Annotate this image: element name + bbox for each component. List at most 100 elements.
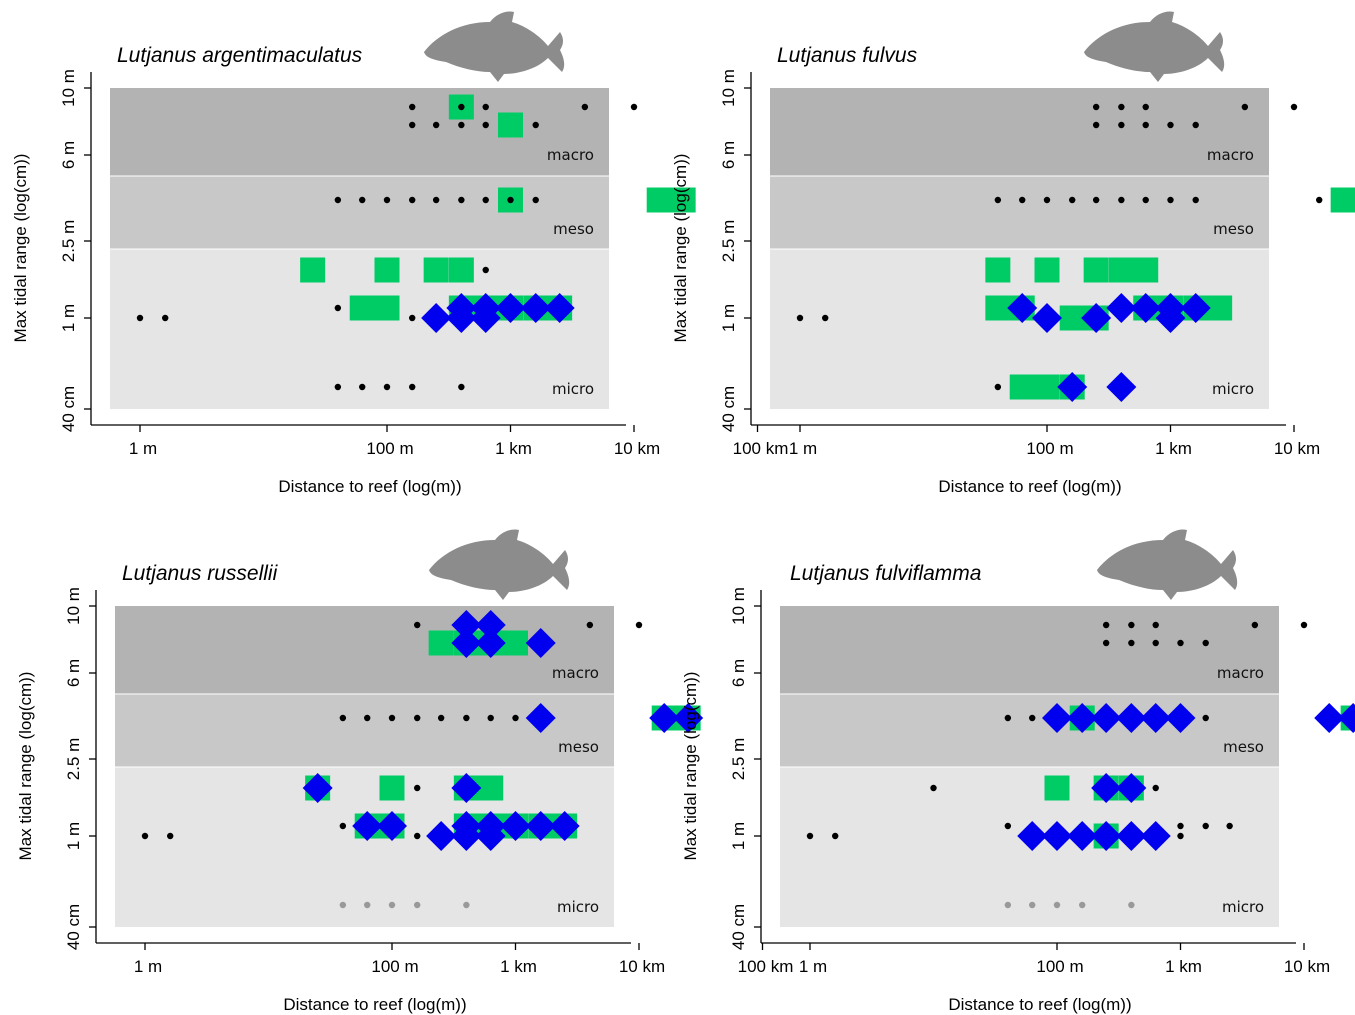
dot-mark	[1167, 121, 1174, 129]
x-axis-label: Distance to reef (log(m))	[938, 477, 1121, 496]
zone-meso	[110, 176, 609, 249]
dot-mark	[1202, 822, 1209, 830]
x-tick-label: 10 km	[619, 957, 665, 976]
chart-title: Lutjanus argentimaculatus	[117, 44, 363, 67]
dot-mark	[414, 784, 421, 792]
blue-diamond-mark	[451, 773, 482, 803]
y-tick-label: 1 m	[719, 304, 738, 332]
blue-diamond-mark	[1091, 773, 1122, 803]
blue-diamond-mark	[1165, 703, 1196, 733]
green-square-mark	[1207, 295, 1233, 321]
dot-mark	[414, 832, 421, 840]
zone-meso	[770, 176, 1269, 249]
grey-dot-mark	[1053, 901, 1061, 909]
grey-dot-mark	[364, 901, 371, 909]
dot-mark	[1152, 784, 1159, 792]
dot-mark	[1118, 103, 1125, 111]
green-square-mark	[349, 295, 375, 321]
dot-mark	[1300, 621, 1308, 629]
green-square-mark	[478, 775, 504, 801]
dot-mark	[1192, 196, 1199, 204]
green-square-mark	[428, 630, 454, 656]
dot-mark	[1177, 639, 1184, 647]
zone-macro	[115, 606, 614, 694]
dot-mark	[334, 383, 342, 391]
dot-mark	[1177, 832, 1184, 840]
chart-title: Lutjanus russellii	[122, 562, 279, 585]
blue-diamond-mark	[470, 303, 501, 333]
blue-diamond-mark	[1180, 293, 1211, 323]
x-tick-label: 100 m	[1026, 439, 1073, 458]
blue-diamond-mark	[673, 703, 704, 733]
dot-mark	[1043, 196, 1051, 204]
grey-dot-mark	[463, 901, 470, 909]
dot-mark	[1241, 103, 1249, 111]
dot-mark	[414, 621, 421, 629]
blue-diamond-mark	[1042, 821, 1072, 851]
blue-diamond-mark	[451, 610, 482, 640]
zone-meso	[780, 694, 1279, 767]
dot-mark	[437, 714, 445, 722]
grey-dot-mark	[414, 901, 421, 909]
blue-diamond-mark	[1338, 703, 1355, 733]
dot-mark	[1102, 621, 1110, 629]
green-square-mark	[1083, 257, 1109, 283]
green-square-mark	[670, 187, 696, 213]
blue-diamond-mark	[1042, 703, 1072, 733]
dot-mark	[581, 103, 589, 111]
grey-dot-mark	[1029, 901, 1036, 909]
blue-diamond-mark	[421, 303, 452, 333]
dot-mark	[162, 314, 169, 322]
y-tick-label: 6 m	[719, 141, 738, 169]
dot-mark	[141, 832, 149, 840]
blue-diamond-mark	[302, 773, 333, 803]
blue-diamond-mark	[475, 610, 506, 640]
dot-mark	[458, 103, 465, 111]
dot-mark	[1092, 103, 1100, 111]
y-axis-label: Max tidal range (log(cm))	[11, 154, 30, 343]
y-tick-label: 1 m	[59, 304, 78, 332]
dot-mark	[409, 196, 416, 204]
dot-mark	[136, 314, 144, 322]
zone-micro	[110, 249, 609, 409]
fish-silhouette-icon	[1097, 529, 1238, 600]
zone-label-meso: meso	[1223, 738, 1264, 756]
blue-diamond-mark	[475, 821, 506, 851]
green-square-mark	[646, 187, 672, 213]
y-tick-label: 10 m	[729, 587, 748, 625]
dot-mark	[388, 714, 396, 722]
zone-label-meso: meso	[1213, 220, 1254, 238]
dot-mark	[1192, 121, 1199, 129]
dot-mark	[432, 121, 440, 129]
dot-mark	[364, 714, 371, 722]
grey-dot-mark	[1004, 901, 1012, 909]
green-square-mark	[1034, 257, 1060, 283]
green-square-mark	[1044, 775, 1070, 801]
dot-mark	[1128, 621, 1135, 629]
dot-mark	[414, 714, 421, 722]
y-tick-label: 2.5 m	[64, 738, 83, 781]
green-square-mark	[1330, 187, 1355, 213]
zone-label-macro: macro	[552, 664, 599, 682]
dot-mark	[994, 196, 1002, 204]
green-square-mark	[1108, 257, 1134, 283]
x-axis-label: Distance to reef (log(m))	[278, 477, 461, 496]
blue-diamond-mark	[1067, 703, 1098, 733]
chart-panel-4: macro meso micro 10 m 6 m 2.5 m 1 m 40 cm 1 m 100…	[681, 529, 1355, 1014]
blue-diamond-mark	[1155, 303, 1186, 333]
dot-mark	[1152, 639, 1159, 647]
dot-mark	[482, 103, 489, 111]
green-square-mark	[374, 295, 400, 321]
y-tick-label: 10 m	[64, 587, 83, 625]
dot-mark	[532, 196, 539, 204]
y-tick-label: 2.5 m	[59, 220, 78, 263]
dot-mark	[630, 103, 638, 111]
dot-mark	[1142, 196, 1149, 204]
green-square-mark	[503, 630, 528, 656]
dot-mark	[1142, 121, 1149, 129]
x-tick-label: 100 m	[1036, 957, 1083, 976]
zone-macro	[770, 88, 1269, 176]
y-tick-label: 40 cm	[719, 386, 738, 432]
blue-diamond-mark	[1067, 821, 1098, 851]
